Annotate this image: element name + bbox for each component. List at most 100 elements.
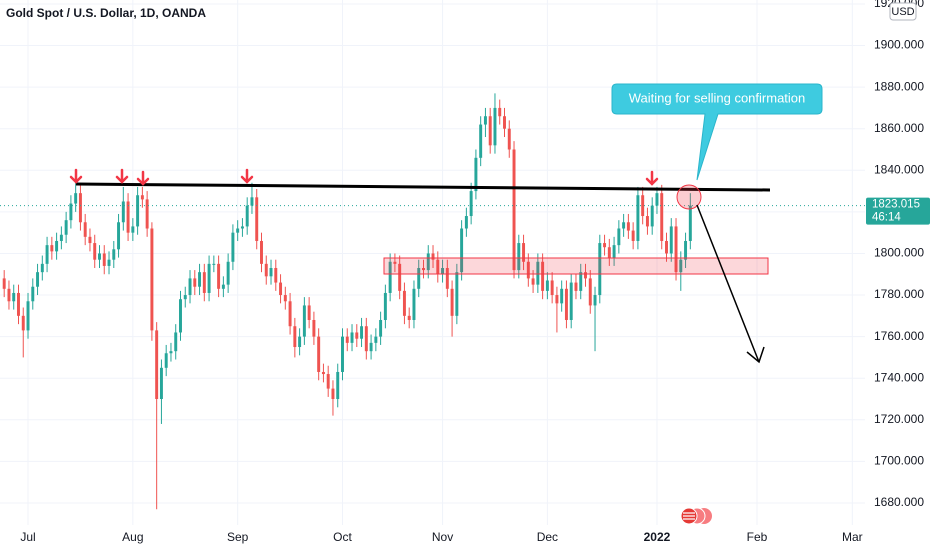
candle-body (298, 336, 302, 348)
candle-body (645, 216, 649, 227)
candle-body (260, 240, 263, 264)
candle-body (150, 228, 154, 331)
candle-body (326, 374, 330, 389)
candle-body (631, 230, 635, 241)
y-tick-label: 1900.000 (874, 38, 924, 52)
candle-body (283, 295, 287, 302)
candle-body (684, 240, 688, 260)
candle-body (198, 272, 202, 287)
peak-arrow (240, 168, 254, 184)
candle-body (45, 245, 49, 264)
currency-label: USD (891, 6, 914, 18)
candle-body (2, 278, 6, 289)
candle-body (493, 107, 497, 146)
candle-body (293, 326, 297, 348)
x-tick-label: Feb (747, 530, 768, 544)
candle-body (221, 284, 225, 289)
candle-body (240, 226, 244, 229)
candle-body (560, 288, 564, 304)
candle-body (531, 278, 535, 285)
candle-body (126, 201, 130, 233)
candle-body (31, 286, 35, 302)
candle-body (603, 243, 607, 248)
candle-body (474, 157, 478, 192)
candle-body (569, 282, 573, 320)
candle-body (441, 268, 445, 275)
candle-body (36, 272, 40, 287)
candle-body (88, 236, 92, 244)
candle-body (674, 226, 678, 273)
candle-body (331, 388, 335, 399)
axis-background (865, 0, 932, 550)
candle-body (121, 201, 125, 223)
candle-body (488, 116, 492, 146)
candle-body (588, 278, 592, 306)
candle-body (688, 205, 692, 241)
candle-body (145, 199, 149, 229)
candle-body (641, 195, 645, 217)
candle-body (312, 319, 316, 337)
candle-body (555, 295, 559, 304)
candle-body (250, 197, 254, 206)
candle-body (164, 353, 168, 368)
candle-body (607, 247, 611, 258)
y-tick-label: 1720.000 (874, 412, 924, 426)
candle-body (169, 351, 173, 354)
candle-body (345, 336, 349, 343)
candle-body (660, 193, 664, 241)
candle-body (321, 371, 325, 375)
candle-body (360, 326, 364, 339)
x-tick-label: Mar (842, 530, 863, 544)
candle-body (355, 332, 359, 339)
peak-arrow (645, 170, 659, 186)
candle-body (450, 288, 454, 316)
candle-body (140, 195, 144, 200)
candle-body (374, 336, 378, 343)
candle-body (436, 259, 440, 275)
confirmation-circle (676, 184, 702, 210)
candle-body (584, 272, 587, 279)
last-price-box (866, 197, 930, 225)
candle-body (574, 282, 578, 291)
candle-body (483, 116, 487, 125)
candle-body (669, 226, 673, 254)
x-tick-label: Jul (20, 530, 35, 544)
x-tick-label: Nov (432, 530, 453, 544)
candle-body (593, 295, 597, 306)
countdown-label: 46:14 (872, 212, 901, 224)
candle-body (445, 268, 449, 289)
candle-body (40, 263, 44, 273)
candle-body (402, 290, 406, 316)
candle-body (159, 367, 163, 399)
candle-body (398, 263, 402, 291)
candle-body (336, 371, 340, 399)
peak-arrow (115, 168, 129, 184)
y-tick-label: 1800.000 (874, 246, 924, 260)
x-tick-label: Sep (227, 530, 249, 544)
candle-body (341, 336, 344, 372)
candle-body (469, 191, 473, 217)
candle-body (107, 259, 111, 266)
event-icon-lines (683, 512, 695, 520)
callout-box (611, 83, 823, 181)
candle-body (112, 249, 116, 260)
candle-body (279, 282, 283, 296)
candle-body (426, 253, 430, 271)
candle-body (407, 315, 411, 320)
candle-body (98, 253, 101, 260)
candle-body (274, 268, 278, 283)
candle-body (522, 243, 526, 262)
chart-title: Gold Spot / U.S. Dollar, 1D, OANDA (6, 6, 206, 20)
candle-body (512, 149, 516, 271)
candle-body (579, 272, 583, 291)
resistance-line (75, 182, 771, 192)
candle-body (74, 193, 78, 204)
peak-arrows (69, 168, 659, 186)
y-tick-label: 1880.000 (874, 79, 924, 93)
candle-body (183, 295, 187, 300)
y-tick-label: 1700.000 (874, 454, 924, 468)
candle-body (217, 263, 221, 289)
candle-body (412, 288, 416, 320)
x-tick-label: 2022 (644, 530, 671, 544)
